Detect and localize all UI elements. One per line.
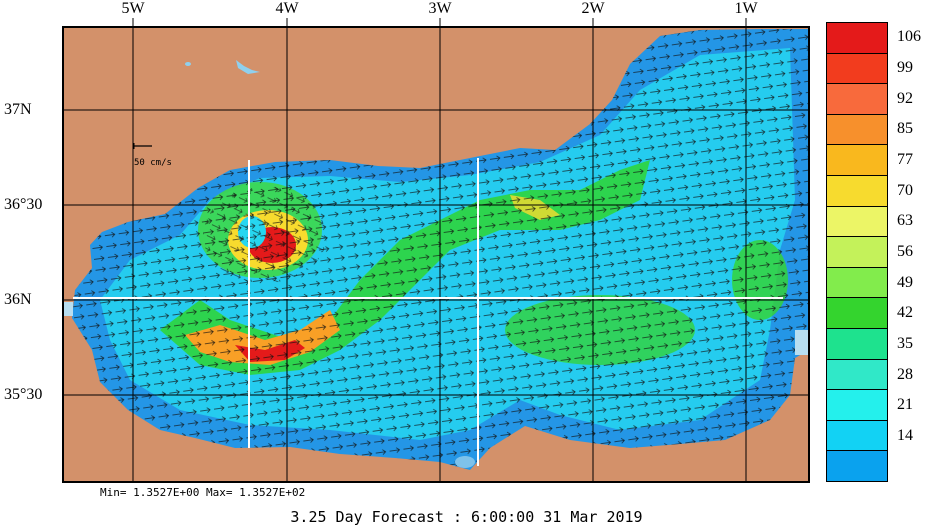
colorbar-cell bbox=[827, 328, 887, 360]
lat-label-37n: 37N bbox=[4, 101, 32, 118]
lon-label-5w: 5W bbox=[121, 0, 145, 17]
colorbar-cell bbox=[827, 23, 887, 54]
colorbar-cell bbox=[827, 175, 887, 207]
colorbar-label: 99 bbox=[897, 59, 913, 76]
min-max-label: Min= 1.3527E+00 Max= 1.3527E+02 bbox=[100, 486, 306, 499]
colorbar-label: 42 bbox=[897, 304, 913, 322]
lat-label-36n: 36N bbox=[4, 291, 32, 308]
colorbar-cell bbox=[827, 420, 887, 452]
lat-label-35-30: 35°30 bbox=[4, 386, 43, 403]
colorbar-cell bbox=[827, 84, 887, 115]
lat-label-36-30: 36°30 bbox=[4, 196, 43, 213]
colorbar-label: 21 bbox=[897, 396, 913, 414]
lon-label-4w: 4W bbox=[275, 0, 299, 17]
colorbar-cell bbox=[827, 206, 887, 238]
colorbar-label: 77 bbox=[897, 151, 913, 168]
colorbar-label: 85 bbox=[897, 120, 913, 138]
colorbar-label: 49 bbox=[897, 273, 913, 291]
colorbar-label: 63 bbox=[897, 212, 913, 230]
colorbar-cell bbox=[827, 390, 887, 421]
colorbar-cell bbox=[827, 145, 887, 176]
colorbar-label: 92 bbox=[897, 89, 913, 107]
colorbar-cell bbox=[827, 114, 887, 146]
colorbar-label: 35 bbox=[897, 335, 913, 352]
lon-label-3w: 3W bbox=[428, 0, 452, 17]
colorbar bbox=[826, 22, 888, 482]
lon-label-1w: 1W bbox=[734, 0, 758, 17]
colorbar-label: 28 bbox=[897, 365, 913, 383]
colorbar-cell bbox=[827, 237, 887, 268]
colorbar-label: 106 bbox=[897, 28, 921, 46]
colorbar-cell bbox=[827, 451, 887, 481]
colorbar-cell bbox=[827, 298, 887, 329]
colorbar-cell bbox=[827, 359, 887, 391]
colorbar-label: 70 bbox=[897, 181, 913, 199]
forecast-title: 3.25 Day Forecast : 6:00:00 31 Mar 2019 bbox=[290, 508, 643, 526]
colorbar-label: 14 bbox=[897, 427, 913, 444]
velocity-scale-label: 50 cm/s bbox=[134, 158, 172, 168]
lon-label-2w: 2W bbox=[581, 0, 605, 17]
colorbar-label: 56 bbox=[897, 243, 913, 260]
colorbar-cell bbox=[827, 53, 887, 85]
colorbar-cell bbox=[827, 267, 887, 299]
